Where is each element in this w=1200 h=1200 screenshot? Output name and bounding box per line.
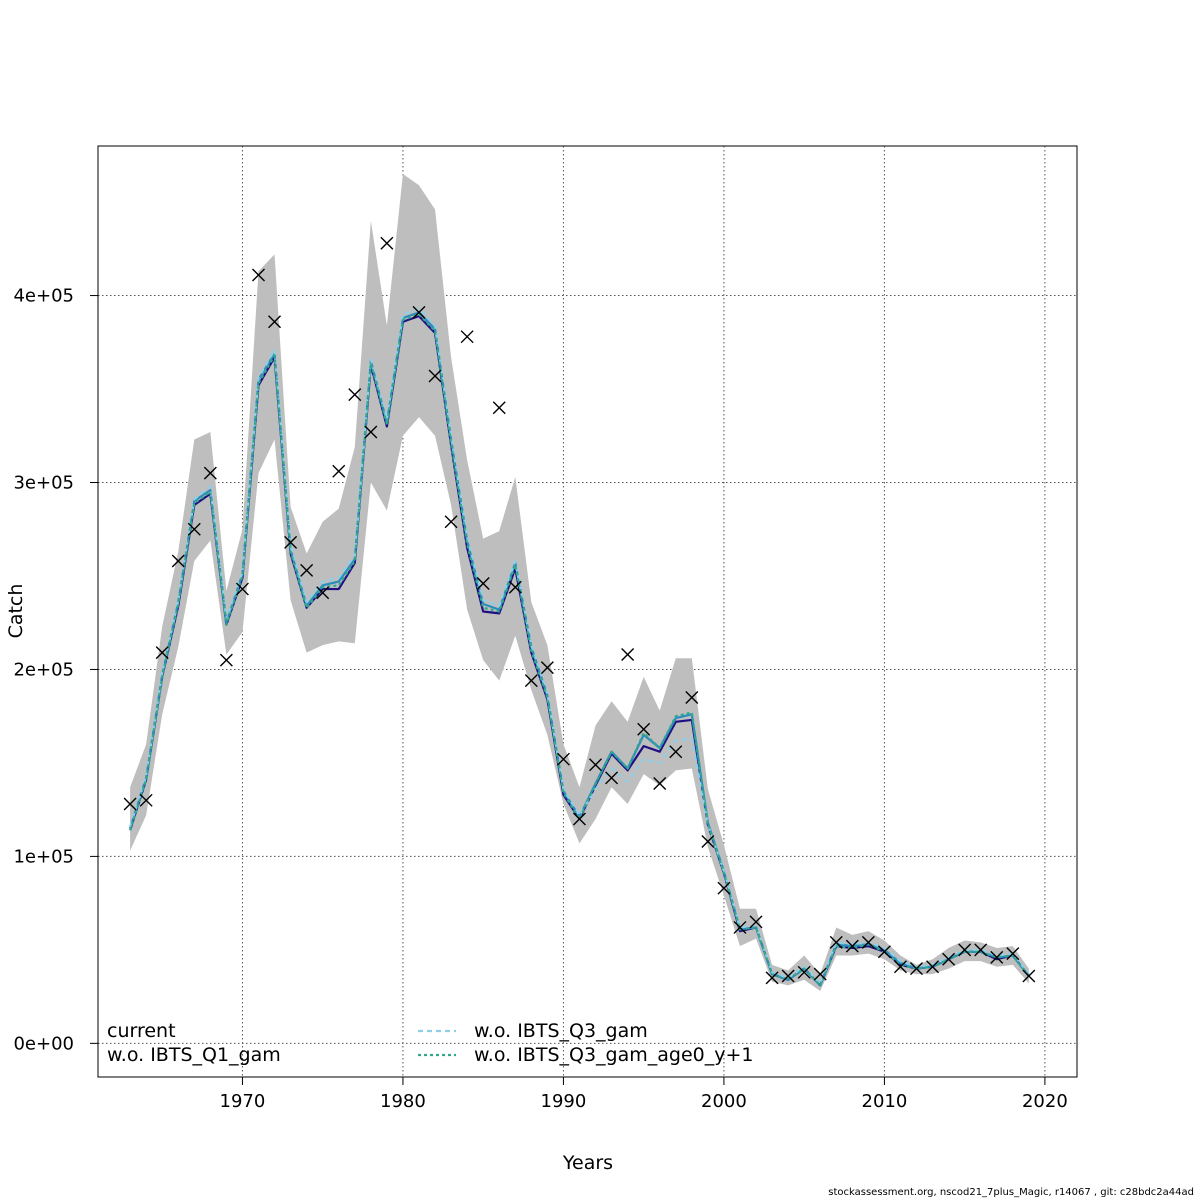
confidence-band-area (130, 174, 1029, 992)
observed-point (605, 771, 619, 785)
plot-frame (97, 145, 1078, 1078)
observed-point (621, 648, 635, 661)
observed-point (653, 776, 667, 790)
observed-point (476, 576, 490, 590)
x-axis: 1970 1980 1990 2000 2010 2020 (220, 1077, 1068, 1112)
observed-point (749, 915, 763, 929)
x-axis-label: Years (562, 1152, 613, 1174)
observed-points (123, 236, 1036, 985)
legend-label: w.o. IBTS_Q3_gam (474, 1020, 648, 1042)
observed-point (316, 586, 330, 600)
x-tick-label: 1970 (220, 1091, 266, 1112)
observed-point (508, 580, 522, 594)
observed-point (669, 745, 683, 759)
observed-point (364, 425, 378, 439)
observed-point (332, 464, 346, 478)
observed-point (845, 939, 859, 953)
observed-point (958, 943, 972, 957)
x-tick-label: 2010 (862, 1091, 908, 1112)
observed-point (203, 466, 217, 480)
legend-label: w.o. IBTS_Q1_gam (107, 1044, 281, 1066)
y-tick-label: 0e+00 (13, 1033, 74, 1054)
observed-point (926, 960, 940, 974)
observed-point (1022, 969, 1036, 983)
y-tick-label: 3e+05 (13, 473, 74, 494)
observed-point (524, 674, 538, 688)
observed-point (219, 653, 233, 667)
legend-label: current (107, 1020, 176, 1042)
observed-point (155, 646, 169, 660)
observed-point (235, 582, 249, 596)
observed-point (300, 563, 314, 577)
observed-point (492, 401, 506, 415)
y-tick-label: 1e+05 (13, 846, 74, 867)
observed-point (428, 369, 442, 383)
observed-point (268, 315, 282, 329)
observed-point (990, 950, 1004, 964)
observed-point (781, 969, 795, 983)
observed-point (348, 388, 362, 402)
observed-point (877, 945, 891, 959)
observed-point (540, 661, 554, 675)
observed-point (444, 515, 458, 529)
observed-point (556, 752, 570, 766)
observed-point (893, 960, 907, 974)
observed-point (251, 268, 265, 282)
y-tick-label: 4e+05 (13, 286, 74, 307)
observed-point (187, 522, 201, 536)
observed-point (701, 834, 715, 848)
y-axis: 0e+00 1e+05 2e+05 3e+05 4e+05 (13, 286, 98, 1054)
x-tick-label: 2000 (701, 1091, 747, 1112)
observed-point (1006, 947, 1020, 961)
observed-point (765, 971, 779, 985)
x-tick-label: 1990 (541, 1091, 587, 1112)
observed-point (589, 758, 603, 772)
confidence-band (130, 174, 1029, 992)
observed-point (412, 305, 426, 319)
observed-point (171, 554, 185, 568)
observed-point (861, 935, 875, 949)
observed-point (910, 962, 924, 976)
observed-point (460, 330, 474, 344)
series-line-4 (129, 313, 1030, 987)
observed-point (572, 812, 586, 826)
observed-point (942, 952, 956, 966)
x-tick-label: 1980 (380, 1091, 426, 1112)
y-axis-label: Catch (5, 584, 27, 639)
observed-point (380, 236, 394, 250)
observed-point (284, 535, 298, 549)
observed-point (717, 881, 731, 895)
observed-point (829, 935, 843, 949)
observed-point (637, 722, 651, 736)
observed-point (733, 920, 747, 934)
legend-label: w.o. IBTS_Q3_gam_age0_y+1 (474, 1044, 754, 1066)
observed-point (974, 943, 988, 957)
observed-point (685, 691, 699, 704)
footer-credit: stockassessment.org, nscod21_7plus_Magic… (828, 1187, 1194, 1198)
observed-point (139, 793, 153, 807)
y-tick-label: 2e+05 (13, 659, 74, 680)
x-tick-label: 2020 (1022, 1091, 1068, 1112)
observed-point (123, 797, 137, 811)
observed-point (797, 965, 811, 979)
observed-point (813, 967, 827, 981)
